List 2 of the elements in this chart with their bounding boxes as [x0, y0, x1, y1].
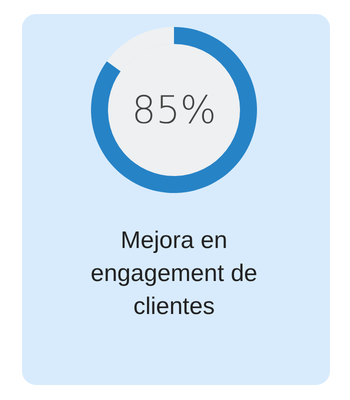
text: Mejora en engagement de clientes	[90, 226, 258, 322]
data-label: 85%	[132, 88, 216, 132]
